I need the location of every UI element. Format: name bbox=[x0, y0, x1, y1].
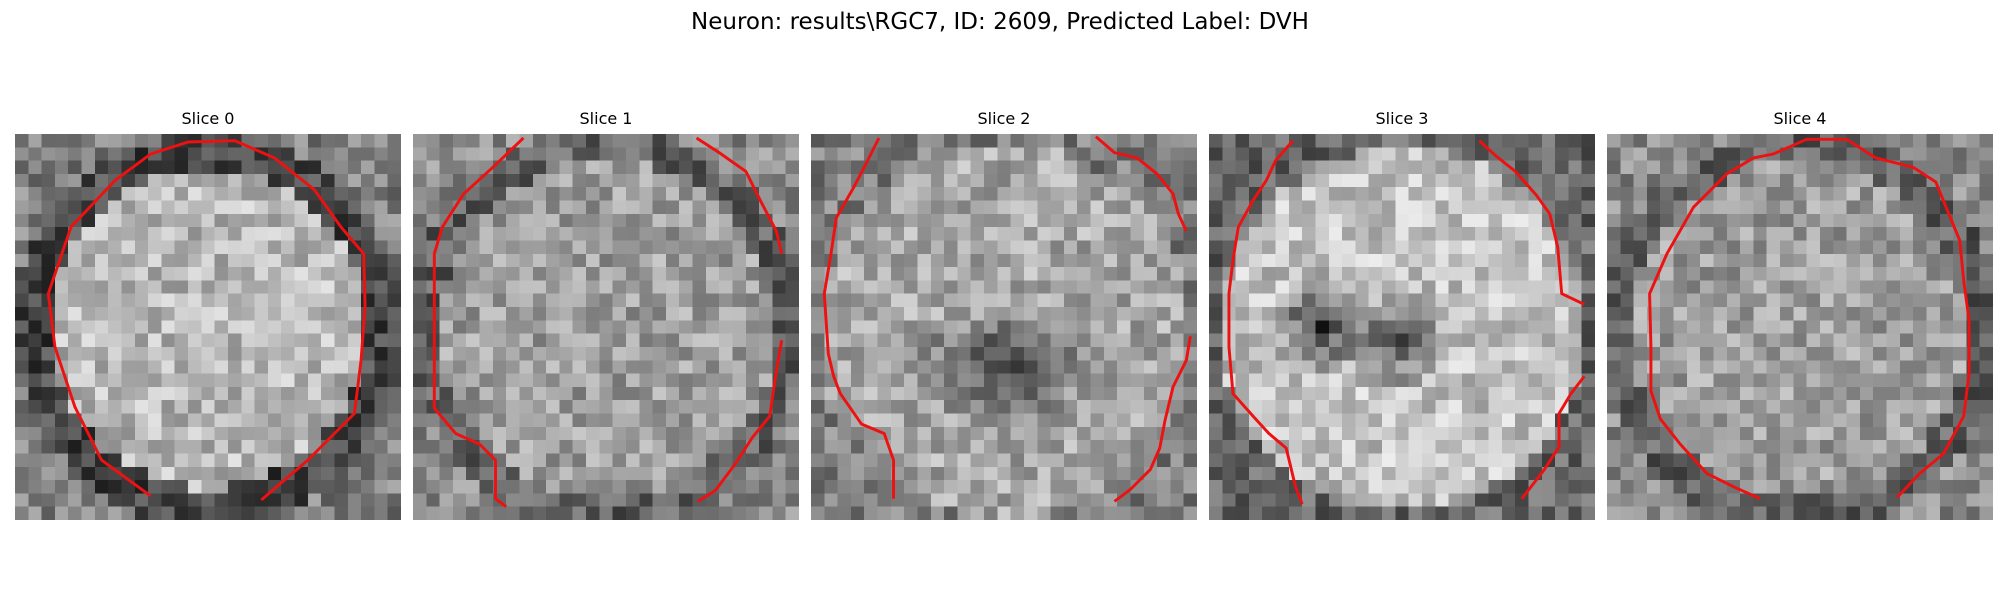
contour-line bbox=[1227, 139, 1304, 505]
slice-title: Slice 4 bbox=[1773, 109, 1827, 128]
contour-line bbox=[1648, 137, 1971, 501]
contour-line bbox=[432, 136, 525, 508]
pixel-grid bbox=[1607, 134, 1993, 520]
slice-title: Slice 3 bbox=[1375, 109, 1429, 128]
slice-panel-3: Slice 3 bbox=[1209, 107, 1595, 520]
slice-title: Slice 0 bbox=[181, 109, 235, 128]
contour-line bbox=[46, 139, 367, 502]
slice-image bbox=[1607, 134, 1993, 520]
slice-image bbox=[15, 134, 401, 520]
pixel-grid bbox=[811, 134, 1197, 520]
pixel-grid bbox=[15, 134, 401, 520]
contour-line bbox=[1094, 135, 1188, 232]
contour-line bbox=[1478, 139, 1585, 306]
figure-title: Neuron: results\RGC7, ID: 2609, Predicte… bbox=[691, 9, 1309, 35]
contour-line bbox=[1520, 375, 1586, 500]
slice-panel-4: Slice 4 bbox=[1607, 107, 1993, 520]
slice-image bbox=[413, 134, 799, 520]
pixel-grid bbox=[413, 134, 799, 520]
slice-image bbox=[811, 134, 1197, 520]
slice-title: Slice 1 bbox=[579, 109, 633, 128]
pixel-grid bbox=[1209, 134, 1595, 520]
contour-line bbox=[695, 136, 784, 255]
slice-panel-2: Slice 2 bbox=[811, 107, 1197, 520]
slice-panel-1: Slice 1 bbox=[413, 107, 799, 520]
slice-panel-0: Slice 0 bbox=[15, 107, 401, 520]
contour-line bbox=[697, 340, 784, 503]
contour-line bbox=[822, 137, 895, 499]
contour-line bbox=[1113, 336, 1192, 503]
slice-image bbox=[1209, 134, 1595, 520]
slice-title: Slice 2 bbox=[977, 109, 1031, 128]
